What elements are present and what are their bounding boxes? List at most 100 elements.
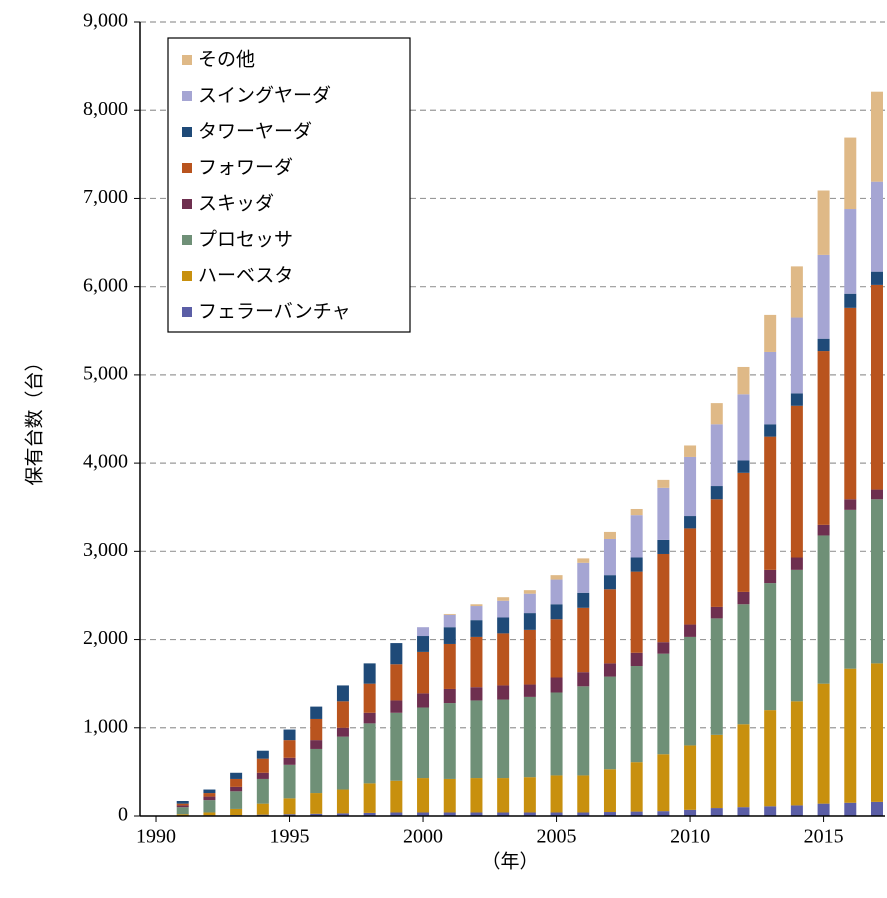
bar-segment (844, 668, 857, 803)
x-axis-label: （年） (481, 851, 538, 873)
legend-label: スキッダ (198, 193, 274, 215)
bar-segment (657, 539, 670, 554)
bar-segment (283, 764, 296, 799)
legend-swatch (182, 91, 192, 101)
bar-segment (470, 700, 483, 779)
bar-segment (737, 591, 750, 605)
bar-segment (550, 677, 563, 693)
bar-segment (550, 619, 563, 678)
bar-segment (844, 802, 857, 816)
bar-segment (577, 592, 590, 608)
bar-segment (737, 366, 750, 395)
bar-segment (817, 190, 830, 255)
bar-segment (817, 683, 830, 804)
bar-segment (630, 571, 643, 653)
bar-segment (256, 750, 269, 759)
bar-segment (523, 684, 536, 697)
bar-segment (336, 789, 349, 814)
bar-segment (470, 604, 483, 607)
bar-segment (417, 778, 430, 813)
bar-segment (790, 701, 803, 806)
bar-segment (203, 796, 216, 801)
bar-segment (523, 629, 536, 685)
y-tick-label: 0 (118, 804, 128, 826)
bar-segment (550, 579, 563, 605)
bar-segment (817, 254, 830, 339)
bar-segment (283, 740, 296, 758)
bar-segment (256, 772, 269, 779)
bar-segment (577, 686, 590, 776)
bar-segment (443, 778, 456, 813)
bar-segment (523, 777, 536, 813)
bar-segment (363, 663, 376, 684)
legend-swatch (182, 199, 192, 209)
bar-segment (577, 672, 590, 687)
legend-label: タワーヤーダ (198, 121, 312, 143)
bar-segment (603, 769, 616, 813)
bar-segment (203, 793, 216, 797)
bar-segment (497, 812, 510, 816)
bar-segment (844, 499, 857, 510)
bar-segment (230, 791, 243, 809)
bar-segment (630, 652, 643, 667)
bar-segment (497, 699, 510, 779)
bar-segment (390, 780, 403, 813)
legend-swatch (182, 235, 192, 245)
bar-segment (710, 808, 723, 816)
bar-segment (737, 472, 750, 592)
bar-segment (310, 793, 323, 814)
bar-segment (363, 683, 376, 713)
bar-segment (684, 636, 697, 746)
bar-segment (550, 575, 563, 580)
bar-segment (497, 600, 510, 618)
bar-segment (577, 562, 590, 593)
y-tick-label: 5,000 (83, 362, 128, 384)
legend-swatch (182, 55, 192, 65)
bar-segment (684, 445, 697, 457)
bar-segment (870, 801, 883, 816)
bar-segment (417, 627, 430, 637)
bar-segment (443, 703, 456, 779)
bar-segment (230, 786, 243, 792)
bar-segment (256, 758, 269, 773)
bar-segment (710, 618, 723, 735)
bar-segment (657, 487, 670, 540)
bar-segment (283, 798, 296, 815)
bar-segment (817, 351, 830, 525)
bar-segment (684, 528, 697, 625)
bar-segment (203, 789, 216, 794)
bar-segment (844, 509, 857, 669)
bar-segment (390, 700, 403, 713)
bar-segment (470, 778, 483, 813)
x-tick-label: 2000 (403, 826, 443, 848)
bar-segment (470, 812, 483, 816)
bar-segment (336, 813, 349, 816)
bar-segment (870, 91, 883, 182)
bar-segment (176, 807, 189, 815)
bar-segment (764, 351, 777, 425)
bar-segment (283, 814, 296, 816)
bar-segment (443, 614, 456, 628)
bar-segment (550, 812, 563, 816)
bar-segment (443, 688, 456, 704)
bar-segment (870, 489, 883, 500)
bar-segment (737, 394, 750, 461)
bar-segment (443, 812, 456, 816)
bar-segment (310, 718, 323, 741)
bar-segment (550, 604, 563, 620)
bar-segment (443, 627, 456, 644)
bar-segment (310, 748, 323, 794)
bar-segment (470, 636, 483, 688)
bar-segment (657, 653, 670, 755)
bar-segment (310, 813, 323, 816)
bar-segment (390, 712, 403, 781)
bar-segment (684, 809, 697, 816)
legend-swatch (182, 307, 192, 317)
bar-segment (737, 460, 750, 473)
bar-segment (684, 745, 697, 810)
bar-segment (630, 811, 643, 816)
bar-segment (417, 636, 430, 652)
bar-segment (684, 624, 697, 637)
bar-segment (710, 734, 723, 809)
